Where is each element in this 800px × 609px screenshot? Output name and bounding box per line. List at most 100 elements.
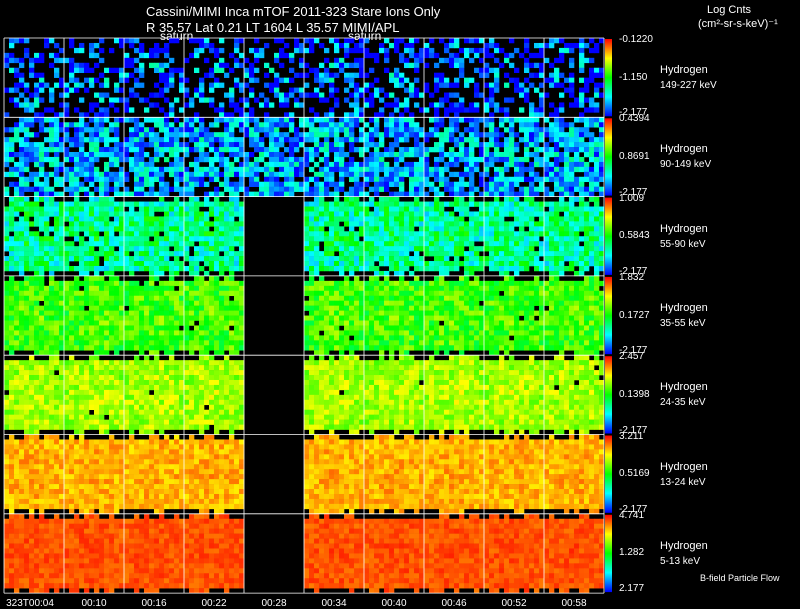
heatmap-cell xyxy=(584,127,590,133)
heatmap-cell xyxy=(459,137,465,143)
heatmap-cell xyxy=(59,122,65,128)
heatmap-cell xyxy=(394,335,400,341)
heatmap-cell xyxy=(74,290,80,297)
heatmap-cell xyxy=(564,191,570,197)
heatmap-cell xyxy=(184,226,190,232)
heatmap-cell xyxy=(194,87,200,93)
heatmap-cell xyxy=(154,102,160,108)
heatmap-cell xyxy=(384,196,390,202)
heatmap-cell xyxy=(384,241,390,247)
heatmap-cell xyxy=(94,300,100,306)
heatmap-cell xyxy=(274,151,280,158)
heatmap-cell xyxy=(174,97,180,103)
heatmap-cell xyxy=(24,241,30,247)
heatmap-cell xyxy=(359,290,365,297)
heatmap-cell xyxy=(379,261,385,267)
heatmap-cell xyxy=(339,350,345,356)
heatmap-cell xyxy=(359,216,365,222)
heatmap-cell xyxy=(494,67,500,73)
heatmap-cell xyxy=(14,97,20,103)
heatmap-cell xyxy=(14,340,20,346)
heatmap-cell xyxy=(439,57,445,64)
heatmap-cell xyxy=(374,171,380,178)
heatmap-cell xyxy=(454,102,460,108)
heatmap-cell xyxy=(384,186,390,192)
heatmap-cell xyxy=(349,122,355,128)
heatmap-cell xyxy=(549,62,555,69)
heatmap-cell xyxy=(454,261,460,267)
heatmap-cell xyxy=(19,142,25,148)
heatmap-cell xyxy=(74,127,80,133)
heatmap-cell xyxy=(104,335,110,341)
heatmap-cell xyxy=(404,161,410,168)
heatmap-cell xyxy=(64,300,70,306)
heatmap-cell xyxy=(359,340,365,346)
heatmap-cell xyxy=(49,285,55,292)
heatmap-cell xyxy=(39,156,45,163)
heatmap-cell xyxy=(234,137,240,143)
heatmap-cell xyxy=(534,241,540,247)
heatmap-cell xyxy=(99,117,105,123)
heatmap-cell xyxy=(154,246,160,252)
heatmap-cell xyxy=(434,147,440,153)
heatmap-cell xyxy=(109,315,115,321)
heatmap-cell xyxy=(134,310,140,316)
heatmap-cell xyxy=(214,345,220,351)
colorbar xyxy=(605,118,612,196)
heatmap-cell xyxy=(509,181,515,187)
heatmap-cell xyxy=(264,151,270,158)
heatmap-cell xyxy=(199,92,205,98)
heatmap-cell xyxy=(19,246,25,252)
heatmap-cell xyxy=(439,191,445,197)
heatmap-cell xyxy=(569,92,575,98)
heatmap-cell xyxy=(364,325,370,331)
heatmap-cell xyxy=(49,97,55,103)
heatmap-cell xyxy=(229,310,235,316)
heatmap-cell xyxy=(354,231,360,237)
heatmap-cell xyxy=(239,201,245,207)
heatmap-cell xyxy=(144,211,150,217)
heatmap-cell xyxy=(354,57,360,64)
heatmap-cell xyxy=(9,310,15,316)
heatmap-cell xyxy=(289,156,295,163)
heatmap-cell xyxy=(34,186,40,192)
heatmap-cell xyxy=(384,256,390,262)
heatmap-cell xyxy=(179,72,185,78)
heatmap-cell xyxy=(469,161,475,168)
heatmap-cell xyxy=(569,241,575,247)
heatmap-cell xyxy=(14,265,20,272)
heatmap-cell xyxy=(564,171,570,178)
heatmap-cell xyxy=(169,216,175,222)
heatmap-cell xyxy=(219,151,225,158)
heatmap-cell xyxy=(589,57,595,64)
heatmap-cell xyxy=(559,221,565,227)
heatmap-cell xyxy=(189,270,195,277)
heatmap-cell xyxy=(254,52,260,59)
heatmap-cell xyxy=(379,330,385,336)
heatmap-cell xyxy=(144,142,150,148)
heatmap-cell xyxy=(139,201,145,207)
heatmap-cell xyxy=(189,280,195,287)
heatmap-cell xyxy=(234,166,240,173)
heatmap-cell xyxy=(489,117,495,123)
heatmap-cell xyxy=(89,265,95,272)
heatmap-cell xyxy=(519,201,525,207)
heatmap-cell xyxy=(569,181,575,187)
heatmap-cell xyxy=(384,236,390,242)
heatmap-cell xyxy=(164,87,170,93)
heatmap-cell xyxy=(64,132,70,138)
heatmap-cell xyxy=(109,156,115,163)
heatmap-cell xyxy=(34,285,40,292)
heatmap-cell xyxy=(49,325,55,331)
heatmap-cell xyxy=(324,280,330,287)
heatmap-cell xyxy=(444,181,450,187)
heatmap-cell xyxy=(459,241,465,247)
heatmap-cell xyxy=(469,191,475,197)
heatmap-cell xyxy=(244,171,250,178)
heatmap-cell xyxy=(344,151,350,158)
heatmap-cell xyxy=(514,261,520,267)
heatmap-cell xyxy=(64,147,70,153)
heatmap-cell xyxy=(119,181,125,187)
heatmap-cell xyxy=(594,137,600,143)
heatmap-cell xyxy=(379,226,385,232)
